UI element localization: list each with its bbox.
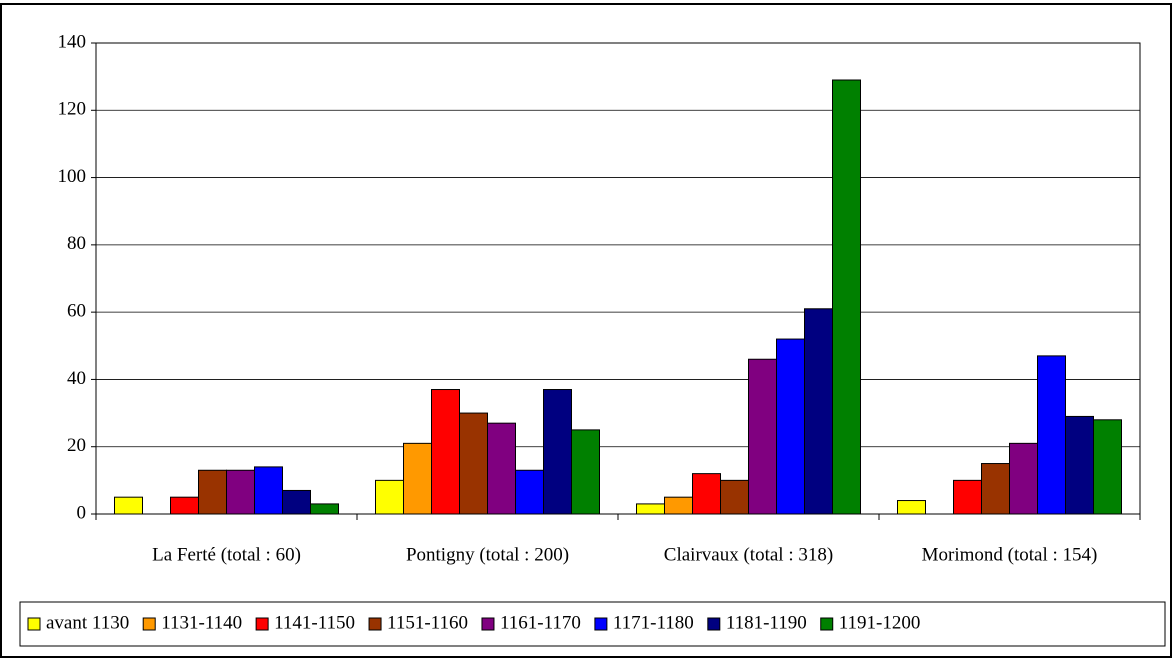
bar xyxy=(282,489,311,515)
y-tick-label: 40 xyxy=(67,368,86,389)
plot-area xyxy=(95,42,1141,515)
bar xyxy=(198,469,227,515)
bar xyxy=(515,469,544,515)
bar xyxy=(114,496,143,515)
bar xyxy=(748,358,777,515)
bar xyxy=(897,500,926,515)
bar xyxy=(953,479,982,515)
bar xyxy=(776,338,805,515)
y-tick-label: 120 xyxy=(58,99,87,120)
bar xyxy=(403,442,432,515)
bar xyxy=(487,422,516,515)
legend-swatch xyxy=(142,617,156,631)
legend-swatch xyxy=(594,617,608,631)
x-tick-label: Clairvaux (total : 318) xyxy=(664,544,833,565)
y-tick-label: 0 xyxy=(77,502,87,523)
legend-label: 1181-1190 xyxy=(726,612,807,633)
legend-swatch xyxy=(255,617,269,631)
x-tick-label: Pontigny (total : 200) xyxy=(406,544,569,565)
x-tick-label: Morimond (total : 154) xyxy=(922,544,1098,565)
legend-label: 1151-1160 xyxy=(387,612,468,633)
legend-swatch xyxy=(820,617,834,631)
x-tick-label: La Ferté (total : 60) xyxy=(152,544,301,565)
y-tick-label: 20 xyxy=(67,435,86,456)
bar xyxy=(692,473,721,515)
bar xyxy=(664,496,693,515)
bar xyxy=(170,496,199,515)
y-tick-label: 80 xyxy=(67,233,86,254)
bar xyxy=(720,479,749,515)
bar xyxy=(310,503,339,515)
legend-swatch xyxy=(481,617,495,631)
bar xyxy=(1065,415,1094,515)
bar xyxy=(254,466,283,515)
bar xyxy=(226,469,255,515)
bar xyxy=(832,79,861,515)
bar xyxy=(636,503,665,515)
bar xyxy=(431,389,460,515)
chart-frame xyxy=(0,3,1172,658)
legend-swatch xyxy=(27,617,41,631)
legend-label: 1161-1170 xyxy=(500,612,581,633)
legend-label: 1171-1180 xyxy=(613,612,694,633)
legend-box xyxy=(19,601,1166,647)
legend-label: 1191-1200 xyxy=(839,612,921,633)
legend-label: 1131-1140 xyxy=(161,612,242,633)
bar xyxy=(1037,355,1066,515)
bar xyxy=(1009,442,1038,515)
y-tick-label: 100 xyxy=(58,166,87,187)
legend-swatch xyxy=(707,617,721,631)
bar xyxy=(981,463,1010,515)
y-tick-label: 140 xyxy=(58,31,87,52)
bar xyxy=(459,412,488,515)
legend-label: 1141-1150 xyxy=(274,612,355,633)
y-tick-label: 60 xyxy=(67,301,86,322)
bar xyxy=(571,429,600,515)
bar xyxy=(543,389,572,515)
bar xyxy=(804,308,833,515)
bar xyxy=(375,479,404,515)
bar xyxy=(1093,419,1122,515)
legend-label: avant 1130 xyxy=(46,612,129,633)
legend-swatch xyxy=(368,617,382,631)
